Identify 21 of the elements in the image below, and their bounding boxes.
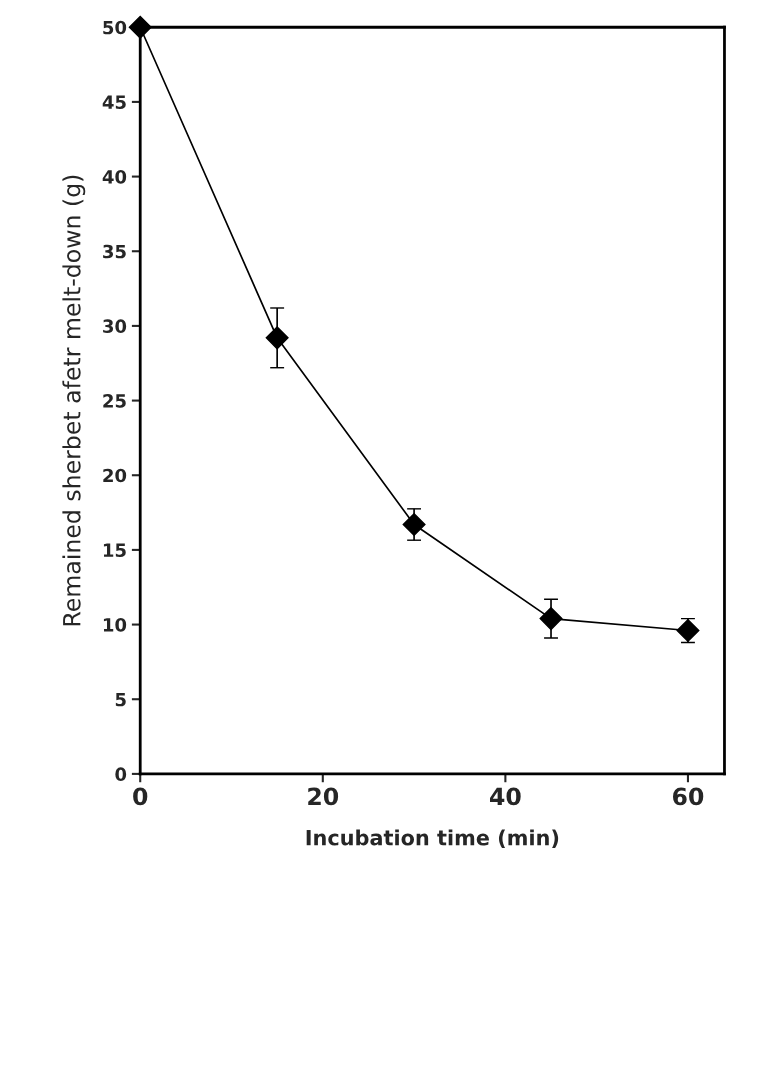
point [539, 607, 563, 631]
y-tick-label: 25 [103, 394, 126, 408]
x-tick-label: 40 [490, 787, 521, 806]
y-tick-label: 10 [103, 618, 127, 632]
y-tick-label: 50 [103, 20, 127, 35]
y-tick-label: 20 [103, 468, 127, 483]
x-axis-title: Incubation time (min) [306, 829, 559, 848]
y-tick-label: 0 [115, 767, 127, 782]
y-tick-label: 35 [103, 244, 126, 259]
y-tick-label: 15 [103, 543, 126, 558]
y-tick-label: 30 [103, 319, 127, 334]
point [402, 513, 426, 537]
point [265, 326, 289, 350]
y-tick-label: 45 [102, 95, 126, 110]
y-tick-label: 40 [102, 170, 127, 184]
point [128, 15, 152, 39]
x-tick-label: 0 [133, 787, 148, 806]
y-axis-title: Remained sherbet afetr melt-down (g) [62, 175, 86, 626]
y-tick-label: 5 [115, 692, 126, 707]
x-tick-label: 60 [672, 787, 704, 806]
x-tick-label: 20 [308, 787, 339, 806]
